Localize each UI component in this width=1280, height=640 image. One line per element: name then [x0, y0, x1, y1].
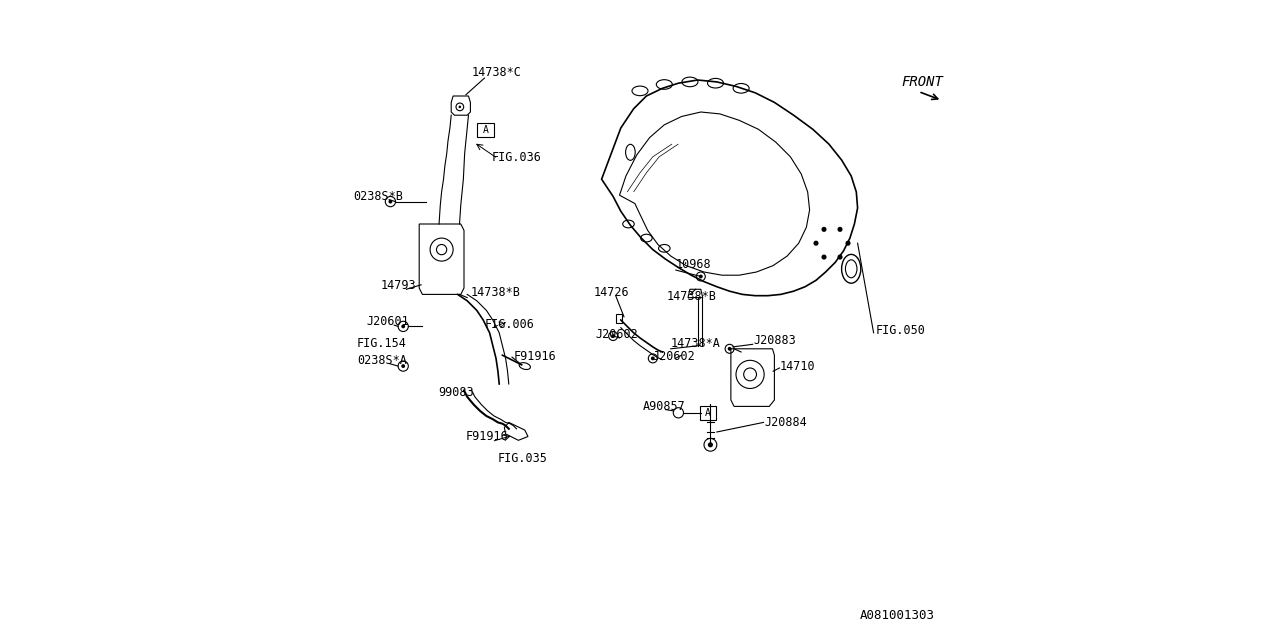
Circle shape: [402, 364, 404, 368]
Text: 0238S*B: 0238S*B: [353, 189, 403, 203]
Circle shape: [846, 241, 850, 246]
Text: 14710: 14710: [780, 360, 815, 373]
Text: F91916: F91916: [513, 349, 556, 363]
Text: 14738*C: 14738*C: [472, 65, 521, 79]
Circle shape: [612, 334, 614, 338]
Text: FIG.154: FIG.154: [357, 337, 407, 350]
Text: 14738*A: 14738*A: [671, 337, 721, 350]
Circle shape: [837, 255, 842, 260]
Text: A: A: [705, 408, 710, 419]
Text: FIG.036: FIG.036: [492, 151, 541, 164]
Circle shape: [837, 227, 842, 232]
Text: 14738*B: 14738*B: [471, 285, 520, 299]
Text: FIG.035: FIG.035: [498, 452, 548, 465]
Text: FIG.050: FIG.050: [876, 324, 925, 337]
Circle shape: [728, 347, 732, 351]
Text: J20602: J20602: [653, 350, 695, 364]
Circle shape: [708, 442, 713, 447]
Text: J20883: J20883: [754, 334, 796, 348]
Circle shape: [822, 255, 827, 260]
Text: A081001303: A081001303: [859, 609, 934, 622]
Text: J20601: J20601: [366, 315, 408, 328]
Text: J20884: J20884: [765, 415, 808, 429]
Text: F91916: F91916: [466, 430, 508, 444]
Circle shape: [402, 324, 404, 328]
Text: A: A: [483, 125, 489, 135]
Circle shape: [389, 200, 392, 204]
Circle shape: [652, 356, 654, 360]
Text: FRONT: FRONT: [901, 76, 943, 90]
Text: A90857: A90857: [644, 399, 686, 413]
Text: 14738*B: 14738*B: [667, 289, 717, 303]
Circle shape: [814, 241, 819, 246]
Text: 0238S*A: 0238S*A: [357, 353, 407, 367]
Circle shape: [822, 227, 827, 232]
Text: 99083: 99083: [438, 385, 474, 399]
Text: J20602: J20602: [595, 328, 637, 341]
Circle shape: [458, 106, 461, 108]
Circle shape: [699, 275, 703, 278]
Text: 14726: 14726: [594, 285, 630, 299]
Text: 10968: 10968: [676, 257, 712, 271]
Text: 14793: 14793: [381, 279, 416, 292]
Text: FIG.006: FIG.006: [485, 317, 535, 331]
